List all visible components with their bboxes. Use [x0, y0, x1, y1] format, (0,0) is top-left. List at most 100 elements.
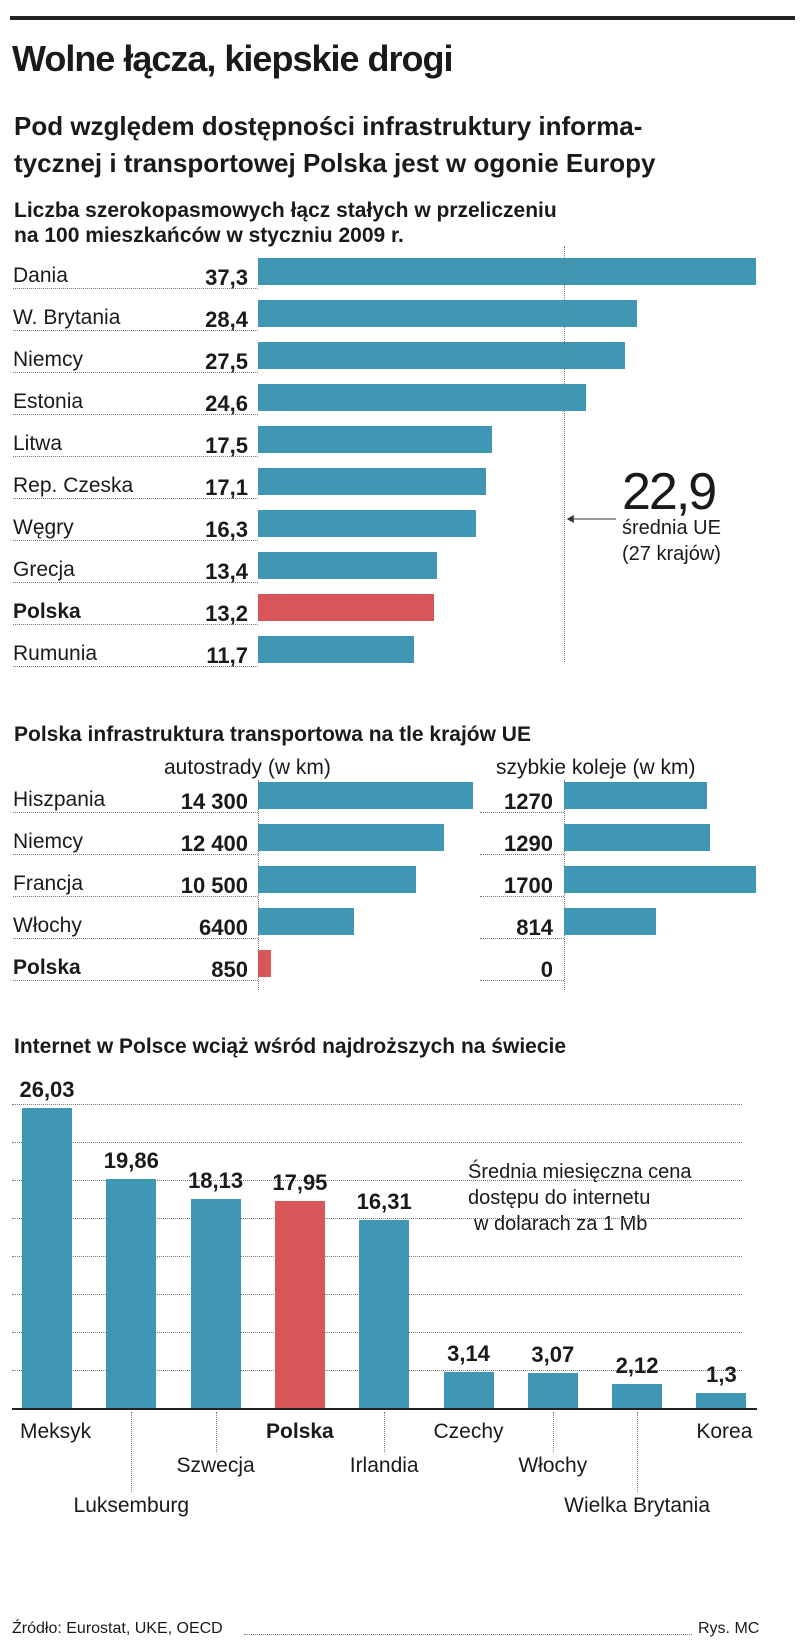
chart3-gridline-6	[12, 1180, 742, 1181]
chart2-value-1-niemcy: 1290	[504, 831, 553, 856]
chart2-bar-0-włochy	[258, 908, 355, 935]
motorways-header: autostrady (w km)	[164, 756, 331, 779]
chart2-value-0-niemcy: 12 400	[180, 831, 248, 856]
chart3-category-szwecja: Szwecja	[176, 1454, 255, 1477]
chart1-category-polska: Polska	[13, 600, 81, 623]
footer-leader	[244, 1634, 692, 1635]
chart3-value-irlandia: 16,31	[356, 1189, 412, 1215]
chart1-leader-w-brytania	[13, 330, 258, 331]
chart1-category-rep-czeska: Rep. Czeska	[13, 474, 134, 497]
chart3-value-luksemburg: 19,86	[103, 1148, 159, 1174]
chart3-bar-polska	[274, 1201, 325, 1408]
chart1-value-polska: 13,2	[205, 601, 248, 626]
chart3-gridline-8	[12, 1104, 742, 1105]
chart2-bar-1-włochy	[564, 908, 656, 935]
chart1-bar-węgry	[258, 510, 476, 537]
chart3-bar-korea	[696, 1393, 747, 1408]
chart3-bar-luksemburg	[106, 1179, 157, 1408]
chart3-bar-szwecja	[190, 1199, 241, 1408]
chart2-category-włochy: Włochy	[13, 914, 82, 937]
subtitle-line-1: Pod względem dostępności infrastruktury …	[14, 111, 643, 141]
chart1-bar-w-brytania	[258, 300, 638, 327]
chart2-category-hiszpania: Hiszpania	[13, 788, 106, 811]
chart2-category-francja: Francja	[13, 872, 84, 895]
chart2-leader-1-hiszpania	[480, 812, 564, 813]
chart3-bar-irlandia	[359, 1220, 410, 1408]
chart2-bar-1-hiszpania	[564, 782, 708, 809]
chart2-value-1-hiszpania: 1270	[504, 789, 553, 814]
chart3-tick-irlandia	[384, 1412, 386, 1452]
chart3-bar-wielka-brytania	[612, 1383, 663, 1408]
chart1-category-rumunia: Rumunia	[13, 642, 98, 665]
chart2-bar-0-francja	[258, 866, 416, 893]
chart2-leader-0-włochy	[13, 938, 258, 939]
chart2-bar-1-francja	[564, 866, 756, 893]
chart1-value-rep-czeska: 17,1	[205, 475, 248, 500]
chart2-bar-1-niemcy	[564, 824, 710, 851]
chart2-title: Polska infrastruktura transportowa na tl…	[14, 723, 531, 746]
internet-note-1: Średnia miesięczna cena	[468, 1161, 692, 1183]
chart1-category-niemcy: Niemcy	[13, 348, 84, 371]
chart1-leader-rep-czeska	[13, 498, 258, 499]
top-rule	[10, 16, 795, 20]
chart3-bar-meksyk	[22, 1108, 72, 1408]
chart2-leader-0-polska	[13, 980, 258, 981]
source-note: Źródło: Eurostat, UKE, OECD	[12, 1620, 223, 1637]
chart1-leader-polska	[13, 624, 258, 625]
internet-note-3: w dolarach za 1 Mb	[474, 1213, 648, 1235]
internet-note-2: dostępu do internetu	[468, 1187, 651, 1209]
chart1-value-rumunia: 11,7	[206, 643, 248, 668]
fast-rail-header: szybkie koleje (w km)	[496, 756, 696, 779]
chart3-title: Internet w Polsce wciąż wśród najdroższy…	[14, 1035, 567, 1058]
chart2-category-polska: Polska	[13, 956, 81, 979]
chart2-category-niemcy: Niemcy	[13, 830, 84, 853]
chart2-leader-1-włochy	[480, 938, 564, 939]
chart2-value-0-polska: 850	[211, 957, 248, 982]
chart2-value-1-włochy: 814	[516, 915, 553, 940]
chart2-leader-0-francja	[13, 896, 258, 897]
chart1-leader-rumunia	[13, 666, 258, 667]
chart1-value-w-brytania: 28,4	[205, 307, 248, 332]
chart1-title: Liczba szerokopasmowych łącz stałych w p…	[14, 198, 557, 248]
chart3-tick-wielka-brytania	[637, 1412, 639, 1492]
chart3-tick-szwecja	[215, 1412, 217, 1452]
chart1-bar-rumunia	[258, 636, 415, 663]
subtitle: Pod względem dostępności infrastruktury …	[14, 108, 655, 182]
chart3-category-włochy: Włochy	[518, 1454, 588, 1477]
chart1-leader-estonia	[13, 414, 258, 415]
eu-average-note-1: średnia UE	[622, 517, 721, 539]
chart1-leader-węgry	[13, 540, 258, 541]
chart1-category-estonia: Estonia	[13, 390, 84, 413]
chart1-value-dania: 37,3	[205, 265, 248, 290]
page-title: Wolne łącza, kiepskie drogi	[12, 38, 453, 79]
chart1-value-grecja: 13,4	[205, 559, 248, 584]
chart1-bar-litwa	[258, 426, 492, 453]
chart2-value-0-hiszpania: 14 300	[180, 789, 248, 814]
chart1-category-grecja: Grecja	[13, 558, 75, 581]
chart2-leader-0-niemcy	[13, 854, 258, 855]
eu-average-arrow-head	[566, 515, 574, 523]
credit: Rys. MC	[698, 1620, 760, 1637]
chart3-value-włochy: 3,07	[531, 1341, 575, 1367]
chart3-value-wielka-brytania: 2,12	[615, 1352, 659, 1378]
chart1-value-niemcy: 27,5	[205, 349, 248, 374]
chart3-gridline-7	[12, 1142, 742, 1143]
chart3-value-polska: 17,95	[272, 1170, 328, 1196]
chart3-category-luksemburg: Luksemburg	[73, 1494, 190, 1517]
chart3-tick-luksemburg	[131, 1412, 133, 1492]
chart3-value-szwecja: 18,13	[188, 1168, 244, 1194]
eu-average-value: 22,9	[622, 463, 717, 521]
chart3-value-meksyk: 26,03	[19, 1077, 75, 1102]
chart1-bar-polska	[258, 594, 435, 621]
eu-average-note-2: (27 krajów)	[622, 543, 721, 565]
chart3-gridline-5	[12, 1218, 742, 1219]
chart3-bar-włochy	[527, 1372, 578, 1408]
chart3-category-irlandia: Irlandia	[349, 1454, 419, 1477]
chart2-value-1-polska: 0	[540, 957, 553, 982]
chart3-bar-czechy	[443, 1371, 494, 1408]
chart3-category-polska: Polska	[266, 1420, 334, 1443]
chart1-leader-niemcy	[13, 372, 258, 373]
chart2-bar-0-niemcy	[258, 824, 445, 851]
chart2-leader-0-hiszpania	[13, 812, 258, 813]
